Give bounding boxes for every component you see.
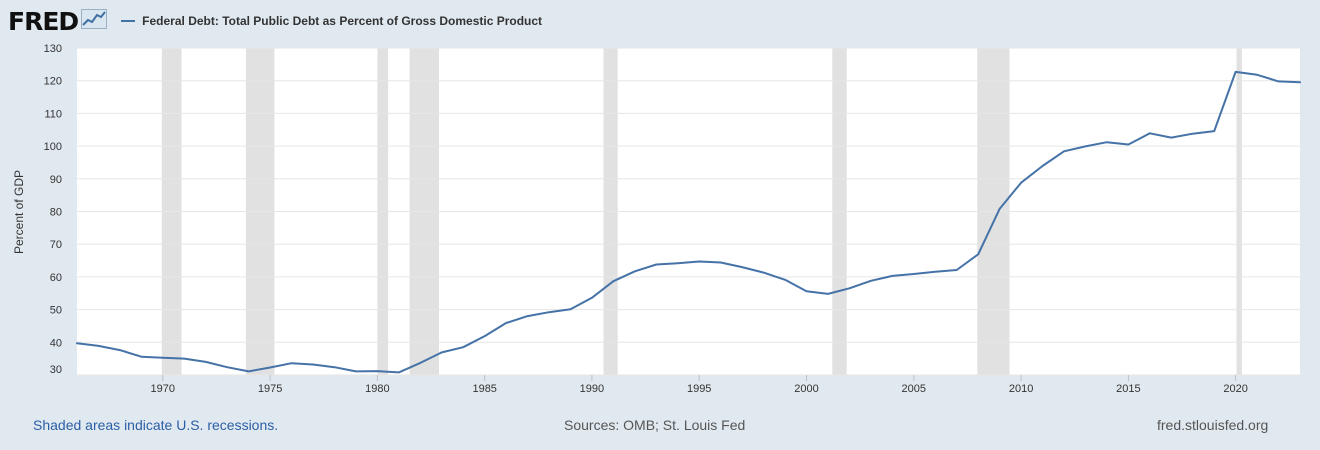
y-tick-label: 100 <box>44 141 62 153</box>
series-line-0[interactable] <box>76 70 1301 374</box>
fred-logo-text: FRED <box>8 6 79 36</box>
data-point[interactable] <box>224 364 230 370</box>
x-tick-label: 1990 <box>580 383 604 395</box>
data-point[interactable] <box>782 277 788 283</box>
x-tick-label: 2000 <box>794 383 818 395</box>
data-point[interactable] <box>1168 135 1174 141</box>
data-point[interactable] <box>568 306 574 312</box>
data-point[interactable] <box>1125 142 1131 148</box>
data-point[interactable] <box>525 313 531 319</box>
y-tick-label: 30 <box>50 364 62 376</box>
y-tick-label: 40 <box>50 337 62 349</box>
data-point[interactable] <box>1233 69 1239 75</box>
data-point[interactable] <box>96 343 102 349</box>
data-point[interactable] <box>482 333 488 339</box>
data-point[interactable] <box>610 278 616 284</box>
fred-logo[interactable]: FRED <box>8 6 108 36</box>
data-point[interactable] <box>589 295 595 301</box>
data-point[interactable] <box>1018 180 1024 186</box>
x-tick-label: 1980 <box>365 383 389 395</box>
data-point[interactable] <box>739 264 745 270</box>
data-point[interactable] <box>117 347 123 353</box>
data-point[interactable] <box>546 309 552 315</box>
x-tick-label: 2010 <box>1009 383 1033 395</box>
data-point[interactable] <box>868 278 874 284</box>
x-tick-label: 2015 <box>1116 383 1140 395</box>
data-point[interactable] <box>1061 148 1067 154</box>
data-point[interactable] <box>417 360 423 366</box>
data-point[interactable] <box>1147 130 1153 136</box>
gridlines <box>77 47 1300 376</box>
data-point[interactable] <box>911 271 917 277</box>
data-point[interactable] <box>889 273 895 279</box>
data-point[interactable] <box>653 262 659 268</box>
site-url[interactable]: fred.stlouisfed.org <box>1157 417 1269 433</box>
data-point[interactable] <box>1040 163 1046 169</box>
data-point[interactable] <box>997 206 1003 212</box>
data-point[interactable] <box>932 269 938 275</box>
data-point[interactable] <box>1297 79 1303 85</box>
data-point[interactable] <box>246 368 252 374</box>
data-point[interactable] <box>1082 143 1088 149</box>
data-point[interactable] <box>1211 128 1217 134</box>
fred-logo-graph-icon <box>81 8 108 34</box>
data-point[interactable] <box>439 349 445 355</box>
data-point[interactable] <box>696 259 702 265</box>
data-point[interactable] <box>1190 131 1196 137</box>
data-point[interactable] <box>396 369 402 375</box>
data-point[interactable] <box>160 355 166 361</box>
data-point[interactable] <box>1104 139 1110 145</box>
data-point[interactable] <box>675 260 681 266</box>
data-point[interactable] <box>374 368 380 374</box>
chart-header: FRED Federal Debt: Total Public Debt as … <box>8 6 542 36</box>
data-point[interactable] <box>632 268 638 274</box>
y-axis-tick-labels: 30 40 50 60 70 80 90 100 110 120 130 <box>44 43 62 376</box>
legend: Federal Debt: Total Public Debt as Perce… <box>121 14 542 28</box>
legend-label[interactable]: Federal Debt: Total Public Debt as Perce… <box>142 14 543 28</box>
x-tick-label: 1985 <box>472 383 496 395</box>
x-tick-label: 1970 <box>151 383 175 395</box>
x-tick-label: 1975 <box>258 383 282 395</box>
data-point[interactable] <box>503 320 509 326</box>
series-layer <box>74 69 1303 375</box>
y-axis-title: Percent of GDP <box>12 170 26 254</box>
y-tick-label: 70 <box>50 239 62 251</box>
data-point[interactable] <box>310 362 316 368</box>
data-point[interactable] <box>353 368 359 374</box>
data-point[interactable] <box>761 270 767 276</box>
data-point[interactable] <box>1276 78 1282 84</box>
data-point[interactable] <box>804 288 810 294</box>
data-point[interactable] <box>1254 72 1260 78</box>
data-point[interactable] <box>332 364 338 370</box>
x-tick-label: 2005 <box>902 383 926 395</box>
data-point[interactable] <box>846 285 852 291</box>
data-point[interactable] <box>825 291 831 297</box>
data-point[interactable] <box>289 360 295 366</box>
y-tick-label: 120 <box>44 76 62 88</box>
data-point[interactable] <box>74 340 80 346</box>
x-tick-label: 1995 <box>687 383 711 395</box>
y-tick-label: 50 <box>50 305 62 317</box>
y-tick-label: 90 <box>50 174 62 186</box>
data-point[interactable] <box>954 267 960 273</box>
data-point[interactable] <box>181 356 187 362</box>
x-axis-tick-labels: 1970 1975 1980 1985 1990 1995 2000 2005 2010 2015… <box>151 375 1248 395</box>
data-point[interactable] <box>138 354 144 360</box>
data-point[interactable] <box>975 251 981 257</box>
data-point[interactable] <box>267 365 273 371</box>
recession-note[interactable]: Shaded areas indicate U.S. recessions. <box>33 417 279 433</box>
data-point[interactable] <box>203 359 209 365</box>
y-tick-label: 130 <box>44 43 62 55</box>
sources-text: Sources: OMB; St. Louis Fed <box>564 417 746 433</box>
data-point[interactable] <box>460 344 466 350</box>
y-tick-label: 60 <box>50 272 62 284</box>
legend-swatch <box>121 20 136 22</box>
data-point[interactable] <box>718 260 724 266</box>
y-tick-label: 80 <box>50 207 62 219</box>
y-tick-label: 110 <box>44 108 62 120</box>
x-tick-label: 2020 <box>1223 383 1247 395</box>
